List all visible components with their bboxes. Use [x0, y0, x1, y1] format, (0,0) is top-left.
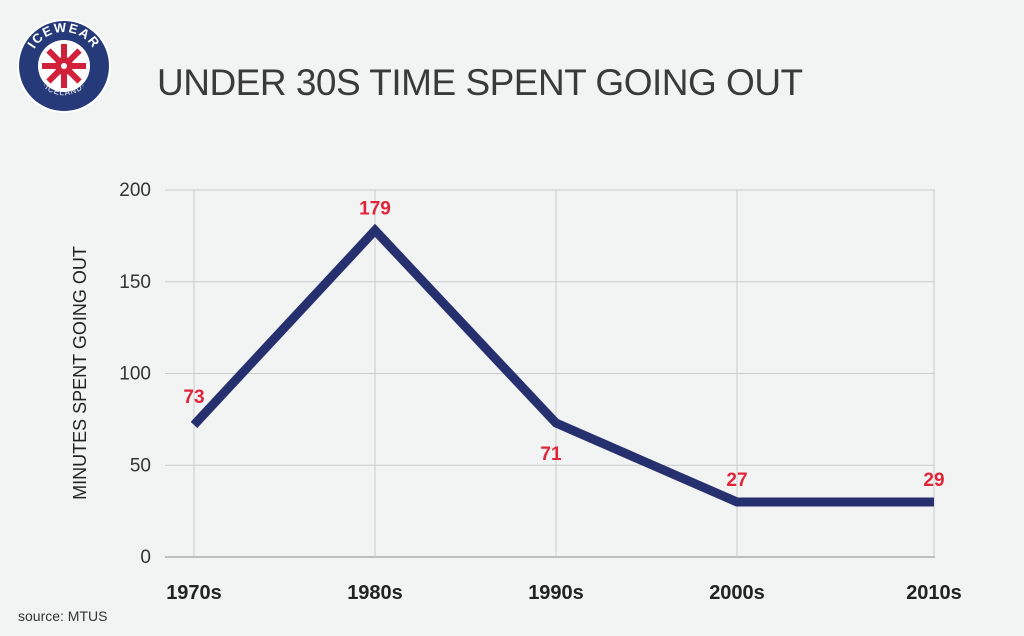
data-labels: 73 179 71 27 29 [183, 198, 944, 491]
source-note: source: MTUS [18, 608, 108, 624]
x-axis-ticks: 1970s 1980s 1990s 2000s 2010s [166, 582, 962, 604]
x-tick-label: 1990s [528, 582, 584, 604]
data-label: 29 [923, 470, 944, 491]
x-tick-label: 1970s [166, 582, 222, 604]
grid-lines [165, 189, 935, 558]
data-label: 73 [183, 387, 204, 408]
series-group [190, 223, 935, 507]
data-label: 71 [540, 444, 562, 465]
y-tick-label: 100 [119, 364, 151, 385]
data-label: 179 [359, 198, 391, 219]
y-tick-label: 0 [140, 547, 151, 568]
x-tick-label: 2010s [906, 582, 962, 604]
chart-title: UNDER 30S TIME SPENT GOING OUT [157, 62, 803, 103]
data-label: 27 [726, 470, 747, 491]
y-tick-label: 150 [119, 272, 151, 293]
y-axis-ticks: 0 50 100 150 200 [119, 180, 151, 568]
y-tick-label: 50 [130, 455, 151, 476]
x-tick-label: 1980s [347, 582, 403, 604]
icewear-logo: ICEWEAR ·ICELAND· [17, 19, 111, 113]
series-line [190, 223, 934, 507]
y-tick-label: 200 [119, 180, 151, 201]
snowflake-icon [42, 44, 86, 88]
y-axis-label: MINUTES SPENT GOING OUT [70, 246, 90, 500]
x-tick-label: 2000s [709, 582, 765, 604]
